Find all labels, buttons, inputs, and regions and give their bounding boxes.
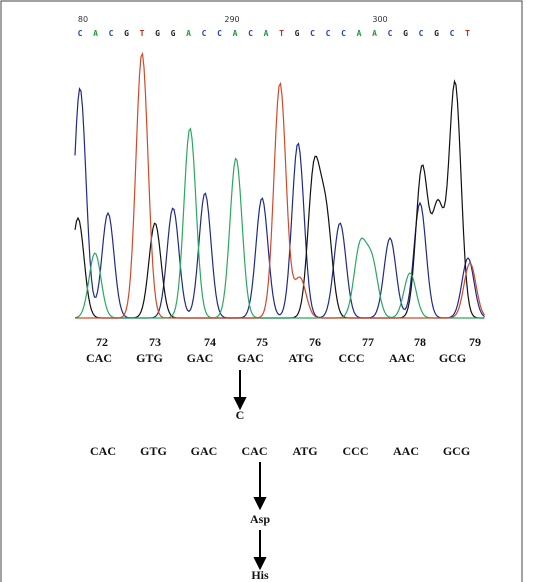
base-call: C [78, 29, 83, 38]
base-call: A [93, 29, 98, 38]
trace [75, 54, 485, 318]
trace [75, 89, 485, 318]
mutant-codon: GCG [443, 444, 470, 458]
base-call: T [140, 29, 145, 38]
base-call: A [372, 29, 377, 38]
mutant-amino-acid: His [251, 568, 269, 582]
mutation: C [236, 408, 245, 422]
base-call: C [217, 29, 222, 38]
base-call: G [155, 29, 160, 38]
codon-number: 78 [414, 335, 426, 349]
original-codon: CCC [339, 351, 365, 365]
mutant-codon: AAC [393, 444, 419, 458]
base-call: C [388, 29, 393, 38]
base-call: T [465, 29, 470, 38]
original-codon: AAC [389, 351, 415, 365]
base-call: T [279, 29, 284, 38]
original-codon: GTG [136, 351, 163, 365]
ruler-label: 300 [372, 15, 387, 24]
mutant-codon: GTG [140, 444, 167, 458]
base-call: A [357, 29, 362, 38]
base-call: C [202, 29, 207, 38]
codon-number: 74 [204, 335, 216, 349]
mutant-codon: CAC [90, 444, 116, 458]
base-call: C [310, 29, 315, 38]
original-codon: GAC [237, 351, 264, 365]
original-codon: GCG [439, 351, 466, 365]
base-call: G [295, 29, 300, 38]
ruler-label: 80 [78, 15, 88, 24]
ruler-label: 290 [224, 15, 239, 24]
codon-number: 79 [469, 335, 481, 349]
base-call: C [248, 29, 253, 38]
figure: C Asp His 80290300CACGTGGACCACATGCCCAACG… [0, 0, 545, 582]
trace [75, 81, 485, 318]
codon-number: 72 [96, 335, 108, 349]
codon-number: 76 [309, 335, 321, 349]
codon-number: 77 [362, 335, 374, 349]
mutant-codon: GAC [191, 444, 218, 458]
base-call: G [124, 29, 129, 38]
base-call: C [450, 29, 455, 38]
arrows [235, 370, 265, 568]
arrow-head [255, 558, 265, 568]
base-call: G [403, 29, 408, 38]
codon-number: 75 [256, 335, 268, 349]
base-call: C [109, 29, 114, 38]
base-call: C [419, 29, 424, 38]
arrow-head [235, 398, 245, 408]
base-call: G [171, 29, 176, 38]
original-codon: GAC [187, 351, 214, 365]
base-call: G [434, 29, 439, 38]
base-call: A [233, 29, 238, 38]
original-amino-acid: Asp [250, 512, 270, 526]
codon-number: 73 [149, 335, 161, 349]
original-codon: ATG [288, 351, 313, 365]
base-call: A [186, 29, 191, 38]
chromatogram [75, 54, 485, 318]
base-call: C [341, 29, 346, 38]
mutant-codon: ATG [292, 444, 317, 458]
base-call: C [326, 29, 331, 38]
mutant-codon: CCC [343, 444, 369, 458]
base-call: A [264, 29, 269, 38]
original-codon: CAC [86, 351, 112, 365]
mutant-codon: CAC [242, 444, 268, 458]
arrow-head [255, 498, 265, 508]
